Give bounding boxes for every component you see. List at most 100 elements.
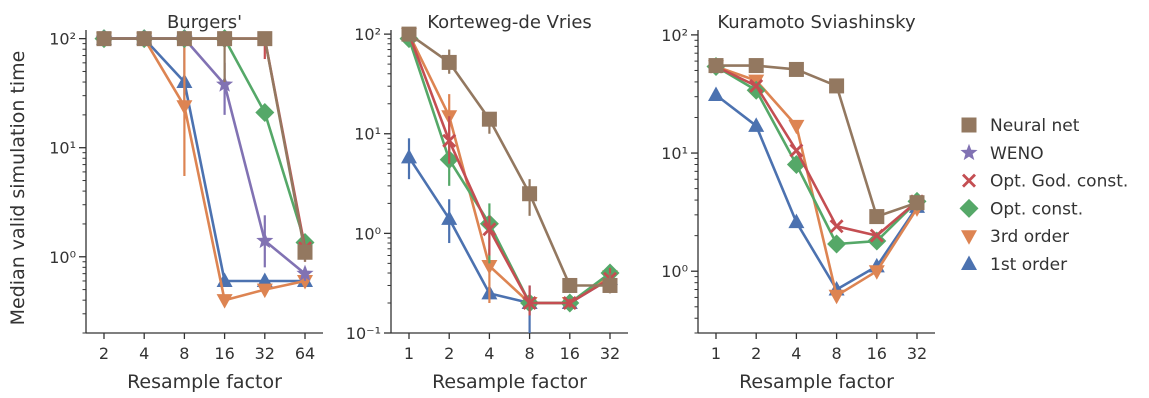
data-point	[708, 58, 724, 74]
legend-marker	[961, 255, 977, 270]
x-tick-label: 32	[600, 344, 620, 363]
x-tick-label: 32	[255, 344, 275, 363]
x-tick-label: 4	[791, 344, 801, 363]
data-point	[255, 103, 275, 123]
series-neural-net	[708, 58, 925, 225]
data-point	[176, 31, 192, 47]
y-tick-label: 10⁰	[49, 248, 76, 267]
x-tick-label: 4	[139, 344, 149, 363]
data-point	[257, 31, 273, 47]
x-tick-label: 16	[560, 344, 580, 363]
data-point	[217, 31, 233, 47]
legend-label: 3rd order	[990, 227, 1069, 247]
x-tick-label: 1	[711, 344, 721, 363]
legend-marker	[961, 230, 977, 245]
legend-item: 1st order	[961, 255, 1067, 275]
data-point	[256, 272, 273, 287]
series-opt-const-	[399, 29, 620, 313]
data-point	[868, 265, 885, 280]
series-line	[407, 33, 611, 305]
series-opt-god-const-	[402, 27, 617, 316]
series-neural-net	[401, 26, 618, 294]
y-tick-label: 10⁻¹	[346, 324, 381, 343]
y-axis-label: Median valid simulation time	[7, 51, 29, 326]
legend-label: 1st order	[990, 255, 1067, 275]
data-point	[867, 231, 887, 251]
data-point	[297, 244, 313, 260]
legend-marker	[959, 198, 979, 218]
series-line	[104, 37, 305, 283]
data-point	[708, 86, 724, 101]
chart-panels: Burgers' 10⁰ 10¹ 10² 2 4 8 16 32 64 Resample facto…	[49, 12, 935, 393]
y-tick-label: 10²	[354, 25, 381, 44]
x-tick-label: 16	[214, 344, 234, 363]
legend-label: WENO	[990, 144, 1044, 164]
series-3rd-order	[708, 60, 925, 305]
data-point	[176, 100, 193, 115]
data-point	[401, 148, 417, 164]
x-tick-label: 8	[179, 344, 189, 363]
legend-item: 3rd order	[961, 227, 1069, 247]
data-point	[829, 78, 845, 94]
data-point	[827, 234, 847, 254]
data-point	[749, 78, 764, 93]
series-line	[104, 37, 307, 243]
series-line	[104, 37, 306, 275]
data-point	[481, 260, 498, 275]
data-point	[748, 58, 764, 74]
panel-title: Korteweg-de Vries	[427, 12, 592, 33]
x-tick-label: 16	[867, 344, 887, 363]
y-tick-label: 10¹	[661, 144, 688, 163]
y-tick-label: 10²	[49, 30, 76, 49]
legend: Neural net WENO Opt. God. const. Opt. const…	[959, 116, 1128, 275]
data-point	[909, 195, 925, 211]
series-line	[715, 65, 918, 237]
panel-title: Kuramoto Sviashinsky	[717, 12, 916, 33]
series-3rd-order	[401, 28, 618, 312]
legend-marker	[962, 173, 976, 188]
data-point	[789, 143, 804, 158]
x-tick-label: 8	[832, 344, 842, 363]
y-tick-label: 10¹	[49, 139, 76, 158]
data-point	[136, 31, 152, 47]
legend-label: Opt. const.	[990, 199, 1083, 219]
series-line	[407, 38, 611, 305]
data-point	[482, 222, 497, 237]
data-point	[602, 277, 618, 293]
legend-label: Neural net	[990, 116, 1080, 136]
panel-2: Korteweg-de Vries 10⁻¹ 10⁰ 10¹ 10² 1 2 4 8 16 32 Re…	[346, 12, 628, 393]
x-axis-label: Resample factor	[127, 371, 282, 393]
data-point	[96, 31, 112, 47]
data-point	[441, 54, 457, 70]
x-tick-label: 2	[444, 344, 454, 363]
data-point	[748, 117, 765, 132]
series-line	[715, 93, 919, 291]
x-axis-label: Resample factor	[739, 371, 894, 393]
series-opt-god-const-	[97, 31, 312, 262]
y-tick-label: 10⁰	[661, 262, 688, 281]
data-point	[562, 296, 577, 310]
series-1st-order	[96, 30, 313, 287]
series-opt-const-	[706, 57, 927, 254]
legend-item: Opt. God. const.	[962, 172, 1128, 192]
series-line	[715, 65, 918, 246]
x-axis-label: Resample factor	[432, 371, 587, 393]
series-line	[408, 33, 610, 287]
x-tick-label: 1	[404, 344, 414, 363]
x-tick-label: 2	[99, 344, 109, 363]
x-tick-label: 2	[751, 344, 761, 363]
legend-marker	[961, 117, 977, 133]
series-neural-net	[96, 31, 313, 262]
data-point	[788, 213, 805, 229]
data-point	[256, 231, 274, 249]
series-1st-order	[401, 138, 618, 333]
series-line	[716, 64, 918, 218]
data-point	[441, 210, 458, 225]
series-3rd-order	[96, 32, 313, 309]
data-point	[869, 209, 885, 225]
data-point	[401, 26, 417, 42]
legend-marker	[960, 143, 978, 161]
series-line	[407, 156, 611, 305]
y-tick-label: 10¹	[354, 125, 381, 144]
